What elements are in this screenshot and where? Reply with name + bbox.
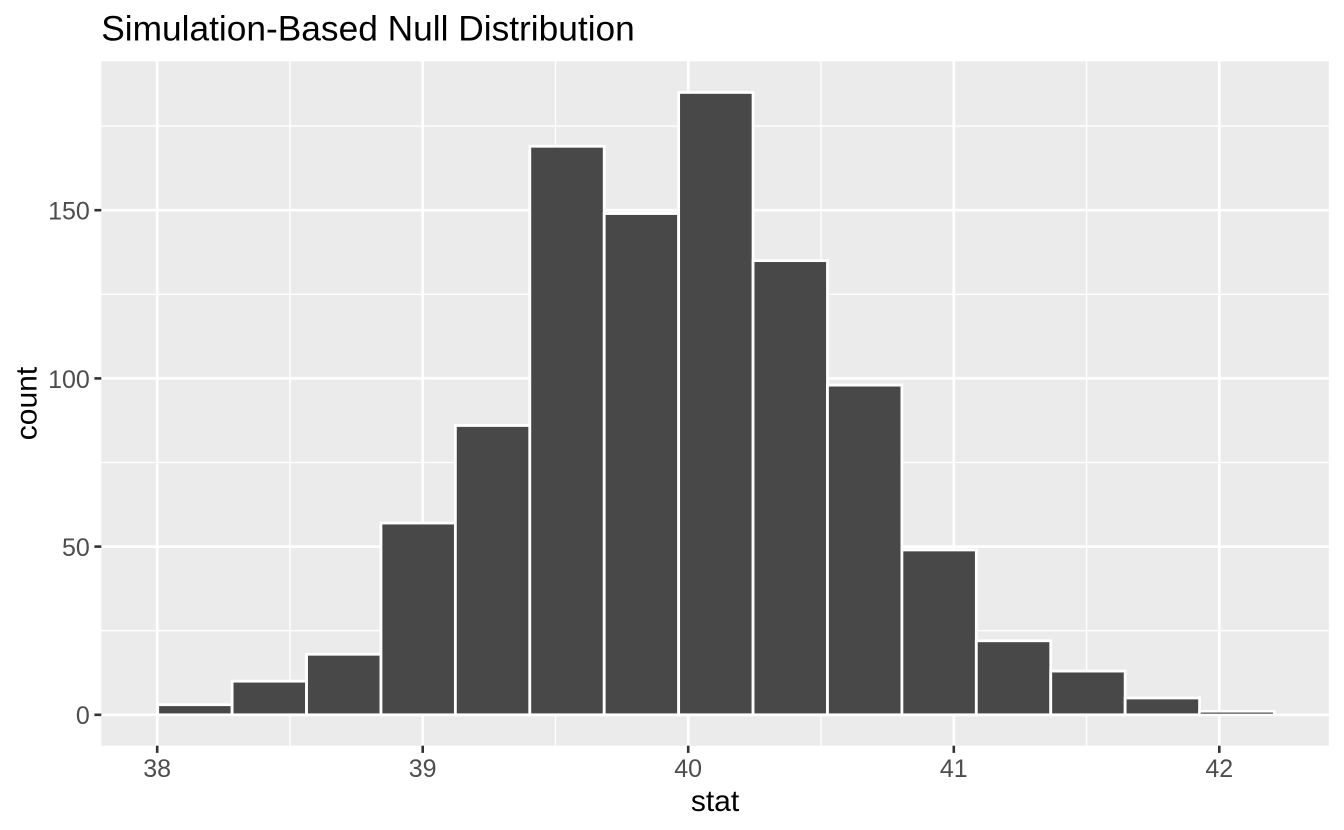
svg-text:stat: stat [691,785,740,818]
svg-text:150: 150 [48,198,90,226]
svg-text:38: 38 [143,755,171,783]
svg-text:50: 50 [62,534,90,562]
svg-text:41: 41 [940,755,968,783]
svg-text:count: count [11,366,44,440]
svg-text:0: 0 [76,702,90,730]
svg-text:100: 100 [48,366,90,394]
svg-text:42: 42 [1205,755,1233,783]
svg-text:40: 40 [674,755,702,783]
svg-text:39: 39 [409,755,437,783]
svg-text:Simulation-Based Null Distribu: Simulation-Based Null Distribution [101,9,635,48]
